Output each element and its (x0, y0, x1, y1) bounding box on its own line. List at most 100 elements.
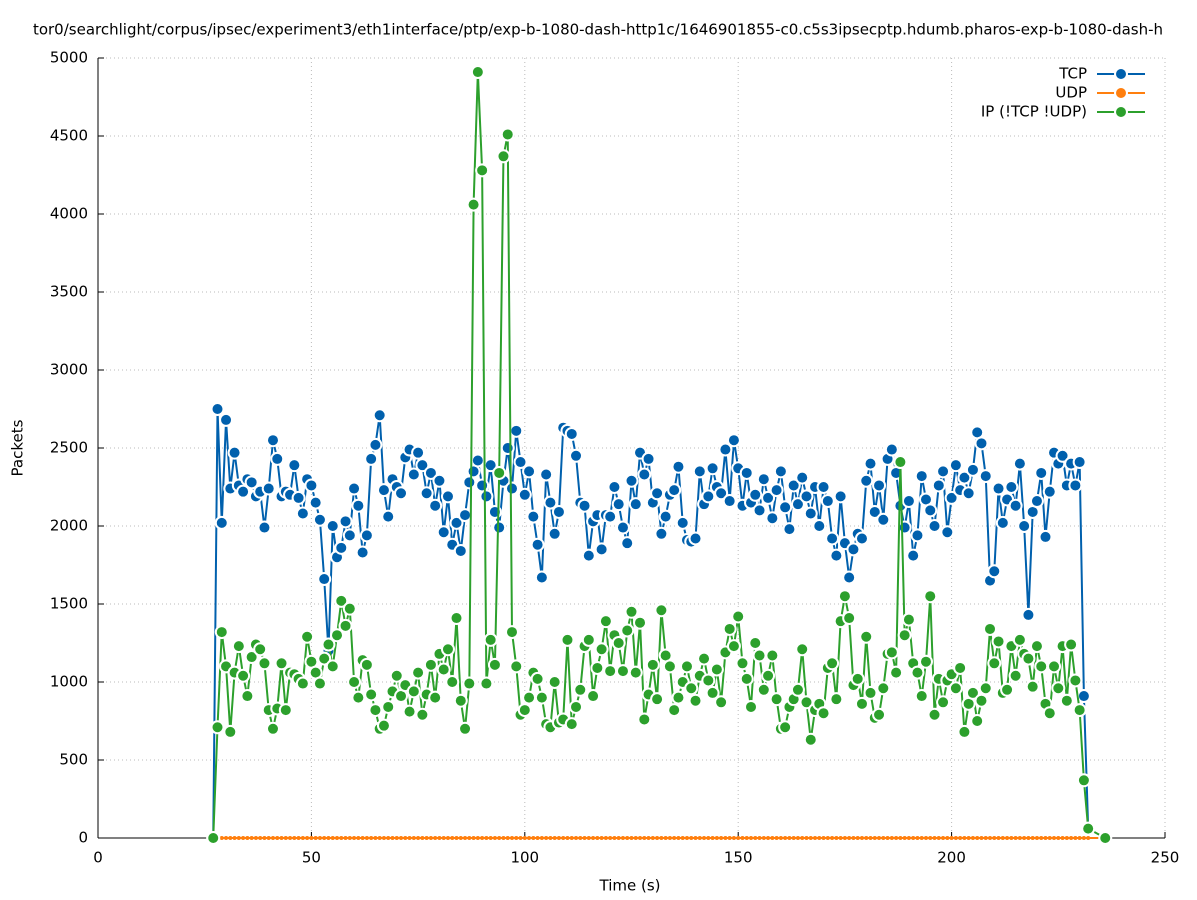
data-point (988, 836, 993, 840)
data-point (667, 703, 682, 718)
data-point (338, 514, 353, 529)
data-point (838, 836, 843, 840)
data-point (458, 836, 463, 840)
data-point (1068, 673, 1083, 688)
data-point (962, 836, 967, 840)
legend-label: TCP (1058, 65, 1087, 83)
data-point (449, 515, 464, 530)
data-point (765, 648, 780, 663)
data-point (598, 614, 613, 629)
data-point (987, 564, 1002, 579)
data-point (804, 836, 809, 840)
data-point (500, 127, 515, 142)
data-point (338, 618, 353, 633)
data-point (757, 836, 762, 840)
data-point (368, 437, 383, 452)
data-point (496, 149, 511, 164)
data-point (645, 657, 660, 672)
data-point (808, 836, 813, 840)
data-point (770, 836, 775, 840)
data-point (488, 836, 493, 840)
data-point (897, 628, 912, 643)
data-point (1025, 679, 1040, 694)
data-point (556, 836, 561, 840)
data-point (295, 676, 310, 691)
data-point (607, 480, 622, 494)
data-point (884, 645, 899, 660)
data-point (244, 650, 259, 665)
data-point (786, 478, 801, 493)
data-point (1059, 693, 1074, 708)
data-point (637, 712, 652, 727)
data-point (210, 720, 225, 735)
y-tick-label: 4000 (50, 205, 88, 223)
data-point (787, 836, 792, 840)
data-point (629, 836, 634, 840)
data-point (910, 528, 925, 543)
data-point (386, 836, 391, 840)
data-point (322, 836, 327, 840)
data-point (991, 481, 1006, 496)
data-point (830, 836, 835, 840)
data-point (881, 836, 886, 840)
data-point (970, 714, 985, 728)
data-point (615, 664, 630, 679)
data-point (688, 531, 703, 546)
data-point (1029, 494, 1044, 509)
data-point (701, 489, 716, 504)
data-point (667, 483, 682, 498)
data-point (718, 442, 733, 457)
data-point (940, 525, 955, 540)
data-point (1022, 836, 1027, 840)
data-point (492, 465, 507, 480)
data-point (283, 836, 288, 840)
data-point (863, 685, 878, 700)
data-point (749, 836, 754, 840)
data-point (551, 504, 566, 519)
data-point (1039, 836, 1044, 840)
data-point (684, 836, 689, 840)
data-point (399, 836, 404, 840)
data-point (445, 675, 460, 689)
legend-marker (1114, 86, 1128, 100)
data-point (744, 699, 759, 714)
data-point (714, 486, 729, 501)
data-point (936, 836, 941, 840)
data-point (902, 836, 907, 840)
data-point (415, 707, 430, 722)
data-point (846, 542, 861, 557)
data-point (624, 473, 639, 488)
data-point (965, 685, 980, 700)
data-point (547, 526, 562, 541)
data-point (650, 836, 655, 840)
data-point (492, 836, 497, 840)
legend-marker (1114, 67, 1128, 81)
data-point (552, 836, 557, 840)
data-point (479, 489, 494, 504)
data-point (1043, 836, 1048, 840)
data-point (603, 664, 618, 679)
data-point (628, 665, 643, 680)
data-point (915, 836, 920, 840)
data-point (650, 692, 665, 707)
data-point (739, 671, 754, 686)
y-tick-label: 500 (59, 751, 88, 769)
data-point (726, 433, 741, 448)
data-point (795, 470, 810, 485)
data-point (701, 673, 716, 688)
data-point (364, 687, 379, 702)
data-point (790, 682, 805, 697)
data-point (586, 689, 601, 704)
data-point (851, 836, 856, 840)
data-point (974, 693, 989, 708)
data-point (813, 836, 818, 840)
data-point (1098, 831, 1113, 845)
data-point (927, 519, 942, 533)
data-point (364, 451, 379, 466)
data-point (394, 486, 409, 501)
data-point (867, 504, 882, 519)
data-point (675, 515, 690, 530)
data-point (628, 497, 643, 512)
data-point (620, 536, 635, 551)
